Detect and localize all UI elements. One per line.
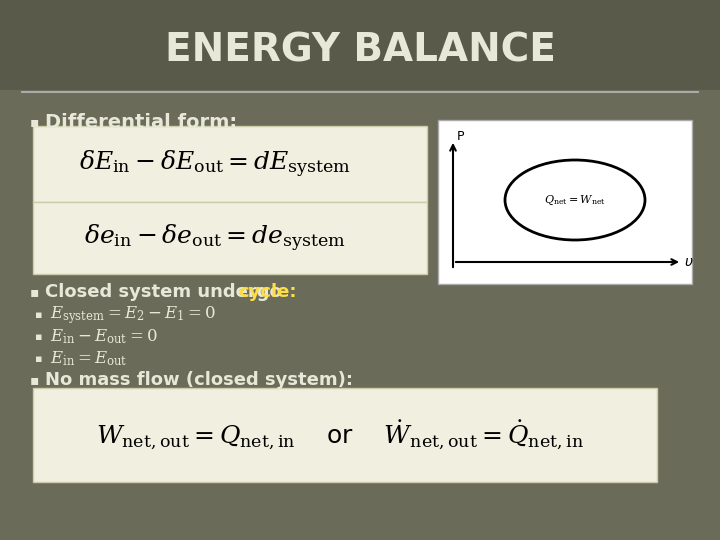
Text: $\delta e_{\mathrm{in}} - \delta e_{\mathrm{out}} = de_{\mathrm{system}}$: $\delta e_{\mathrm{in}} - \delta e_{\mat… xyxy=(84,222,346,254)
Text: Differential form:: Differential form: xyxy=(45,112,237,132)
FancyBboxPatch shape xyxy=(0,0,720,90)
Text: $E_{\mathrm{system}} = E_2 - E_1 = 0$: $E_{\mathrm{system}} = E_2 - E_1 = 0$ xyxy=(50,304,216,326)
Text: ▪: ▪ xyxy=(30,115,40,129)
Text: $\upsilon$: $\upsilon$ xyxy=(684,255,693,269)
Text: ▪: ▪ xyxy=(30,285,40,299)
Text: $Q_{\mathrm{net}} = W_{\mathrm{net}}$: $Q_{\mathrm{net}} = W_{\mathrm{net}}$ xyxy=(544,193,606,207)
Text: ▪: ▪ xyxy=(35,332,42,342)
Text: $W_{\mathrm{net,out}} = Q_{\mathrm{net,in}}$    or    $\dot{W}_{\mathrm{net,out}: $W_{\mathrm{net,out}} = Q_{\mathrm{net,i… xyxy=(96,418,584,451)
Text: Closed system undergo: Closed system undergo xyxy=(45,283,288,301)
FancyBboxPatch shape xyxy=(33,126,427,202)
Text: ▪: ▪ xyxy=(35,310,42,320)
FancyBboxPatch shape xyxy=(33,388,657,482)
FancyBboxPatch shape xyxy=(33,202,427,274)
Text: $\delta E_{\mathrm{in}} - \delta E_{\mathrm{out}} = dE_{\mathrm{system}}$: $\delta E_{\mathrm{in}} - \delta E_{\mat… xyxy=(79,148,351,180)
Text: $E_{\mathrm{in}} = E_{\mathrm{out}}$: $E_{\mathrm{in}} = E_{\mathrm{out}}$ xyxy=(50,350,127,368)
Text: ENERGY BALANCE: ENERGY BALANCE xyxy=(165,31,555,69)
Text: ▪: ▪ xyxy=(30,373,40,387)
Text: P: P xyxy=(457,131,464,144)
Text: $E_{\mathrm{in}} - E_{\mathrm{out}} = 0$: $E_{\mathrm{in}} - E_{\mathrm{out}} = 0$ xyxy=(50,328,158,346)
Text: cycle:: cycle: xyxy=(238,283,297,301)
FancyBboxPatch shape xyxy=(438,120,692,284)
Text: ▪: ▪ xyxy=(35,354,42,364)
Text: No mass flow (closed system):: No mass flow (closed system): xyxy=(45,371,353,389)
